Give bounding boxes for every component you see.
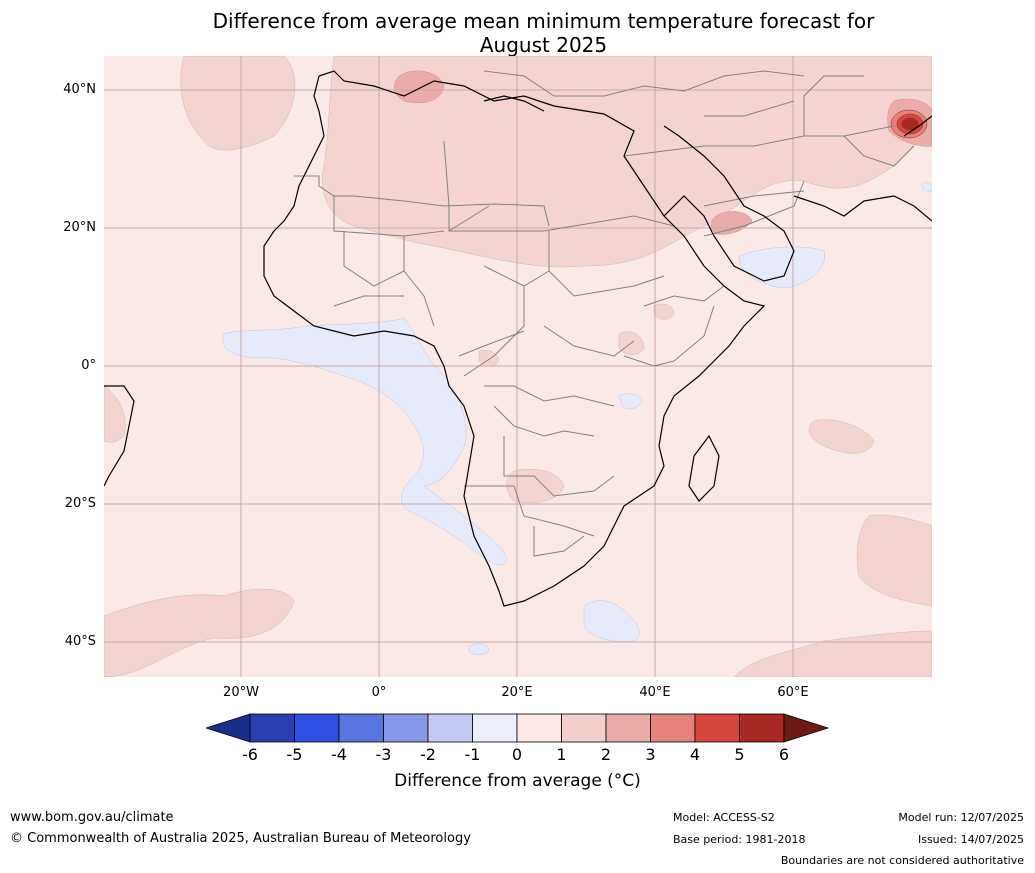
- colorbar-box-8: [561, 713, 607, 743]
- colorbar-tick-label: 4: [689, 745, 701, 764]
- anomaly-minus-1-to-0-regions: [222, 182, 932, 655]
- colorbar-tick-label: -1: [464, 745, 481, 764]
- footer-base-period: Base period: 1981-2018: [673, 833, 806, 846]
- colorbar-box-1: [249, 713, 295, 743]
- colorbar-box-4: [383, 713, 429, 743]
- lat-label-20n: 20°N: [63, 220, 96, 235]
- colorbar-tick-label: -3: [375, 745, 392, 764]
- lat-label-40s: 40°S: [64, 634, 96, 649]
- footer-copyright: © Commonwealth of Australia 2025, Austra…: [10, 831, 471, 846]
- lat-label-40n: 40°N: [63, 82, 96, 97]
- footer-disclaimer: Boundaries are not considered authoritat…: [780, 854, 1024, 867]
- lat-label-equator: 0°: [81, 358, 96, 373]
- colorbar-tick-label: -5: [286, 745, 303, 764]
- colorbar-box-3: [338, 713, 384, 743]
- colorbar-box-6: [472, 713, 518, 743]
- colorbar-tick-label: 2: [600, 745, 612, 764]
- colorbar-tick-label: 6: [778, 745, 790, 764]
- colorbar-box-2: [294, 713, 340, 743]
- colorbar-arrow-min: [206, 713, 251, 743]
- country-borders: [294, 70, 915, 557]
- map-gridlines: [104, 56, 932, 677]
- colorbar-tick-label: -6: [242, 745, 258, 764]
- anomaly-hotspot: [890, 109, 928, 139]
- colorbar-tick-label: 0: [511, 745, 523, 764]
- colorbar-arrow-max: [783, 713, 830, 743]
- lat-label-20s: 20°S: [64, 496, 96, 511]
- anomaly-map: [104, 56, 932, 677]
- lon-label-20w: 20°W: [223, 685, 259, 700]
- colorbar-box-11: [694, 713, 740, 743]
- footer-model-run: Model run: 12/07/2025: [898, 811, 1024, 824]
- colorbar-label: Difference from average (°C): [394, 771, 641, 791]
- colorbar-tick-label: 3: [645, 745, 656, 764]
- lon-label-20e: 20°E: [501, 685, 533, 700]
- colorbar: [206, 713, 830, 743]
- footer-model: Model: ACCESS-S2: [673, 811, 775, 824]
- coastlines: [104, 70, 932, 607]
- lon-label-60e: 60°E: [777, 685, 809, 700]
- colorbar-tick-label: 1: [556, 745, 567, 764]
- footer-website[interactable]: www.bom.gov.au/climate: [10, 810, 174, 825]
- title-line-1: Difference from average mean minimum tem…: [212, 9, 875, 33]
- colorbar-box-10: [650, 713, 696, 743]
- colorbar-tick-label: -4: [331, 745, 347, 764]
- colorbar-tick-label: -2: [420, 745, 436, 764]
- title-line-2: August 2025: [479, 33, 608, 57]
- footer-issued: Issued: 14/07/2025: [917, 833, 1024, 846]
- colorbar-box-5: [427, 713, 473, 743]
- lon-label-0: 0°: [371, 685, 387, 700]
- colorbar-tick-label: 5: [734, 745, 745, 764]
- map-title: Difference from average mean minimum tem…: [0, 9, 1035, 57]
- colorbar-box-12: [739, 713, 785, 743]
- colorbar-boxes: [206, 713, 830, 743]
- colorbar-box-7: [516, 713, 562, 743]
- lon-label-40e: 40°E: [639, 685, 671, 700]
- colorbar-box-9: [605, 713, 651, 743]
